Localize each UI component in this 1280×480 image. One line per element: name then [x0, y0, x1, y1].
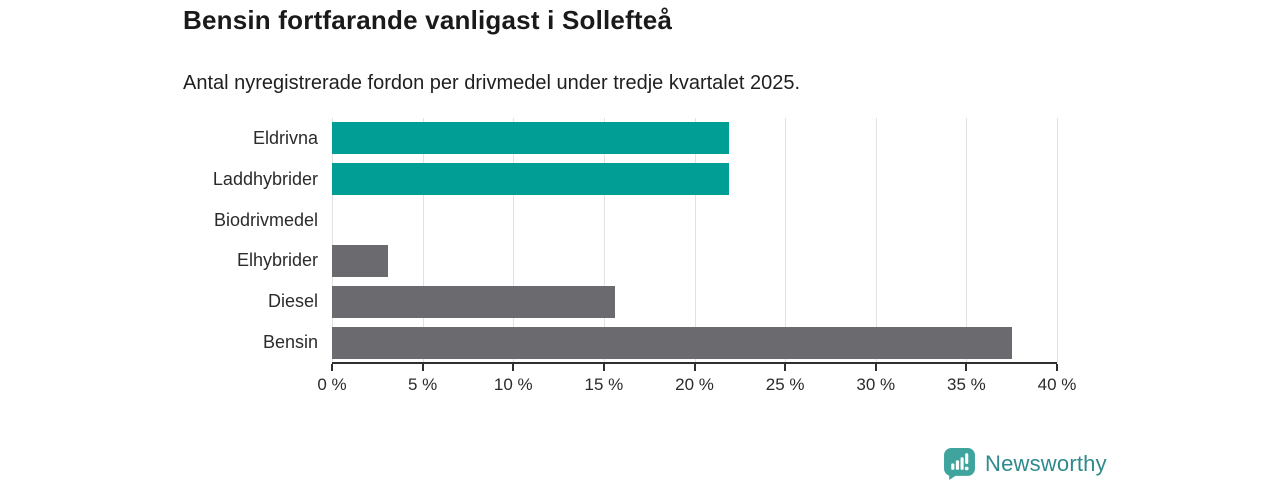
axis-tick — [421, 364, 424, 371]
plot-area — [332, 118, 1058, 363]
bar-elhybrider — [332, 244, 389, 277]
axis-tick — [874, 364, 877, 371]
category-label-laddhybrider: Laddhybrider — [212, 168, 318, 189]
axis-tick — [693, 364, 696, 371]
bar-row-biodrivmedel — [332, 200, 1057, 241]
axis-tick — [1056, 364, 1058, 371]
gridline — [785, 118, 787, 363]
bar-laddhybrider — [332, 163, 729, 196]
y-axis-labels: Eldrivna Laddhybrider Biodrivmedel Elhybrid… — [0, 118, 318, 363]
category-label-diesel: Diesel — [267, 291, 318, 312]
category-label-eldrivna: Eldrivna — [252, 127, 318, 148]
axis-tick — [512, 364, 515, 371]
axis-tick-label: 40 % — [1037, 375, 1077, 394]
axis-tick-label: 20 % — [675, 375, 714, 394]
bar-eldrivna — [332, 122, 729, 155]
gridline — [603, 118, 605, 363]
gridline — [966, 118, 968, 363]
axis-tick — [602, 364, 605, 371]
newsworthy-logo-icon — [944, 448, 975, 480]
gridline — [875, 118, 877, 363]
x-axis: 0 % 5 % 10 % 15 % 20 % 25 % 30 % 35 % 40 % — [317, 362, 1076, 404]
axis-tick — [965, 364, 968, 371]
bar-row-elhybrider — [332, 241, 1057, 282]
gridline — [694, 118, 696, 363]
axis-tick-label: 25 % — [765, 375, 805, 394]
axis-tick-label: 0 % — [317, 375, 347, 394]
brand-footer: Newsworthy — [943, 447, 1107, 480]
category-label-elhybrider: Elhybrider — [236, 250, 318, 271]
bar-row-bensin — [332, 322, 1057, 363]
axis-tick-label: 10 % — [493, 375, 533, 394]
gridline — [513, 118, 515, 363]
gridline — [422, 118, 424, 363]
gridline — [332, 118, 333, 363]
bar-bensin — [332, 326, 1012, 359]
bar-row-eldrivna — [332, 118, 1057, 159]
chart-subtitle: Antal nyregistrerade fordon per drivmede… — [183, 72, 801, 94]
axis-tick-label: 30 % — [856, 375, 896, 394]
brand-name: Newsworthy — [985, 450, 1107, 476]
category-label-biodrivmedel: Biodrivmedel — [213, 209, 318, 230]
axis-tick-label: 15 % — [584, 375, 624, 394]
axis-tick — [331, 364, 333, 371]
bar-row-diesel — [332, 281, 1057, 322]
axis-tick — [784, 364, 787, 371]
chart-title: Bensin fortfarande vanligast i Sollefteå — [183, 5, 673, 35]
axis-tick-label: 35 % — [947, 375, 986, 394]
bar-diesel — [332, 285, 615, 318]
category-label-bensin: Bensin — [262, 332, 318, 353]
bar-row-laddhybrider — [332, 159, 1057, 200]
axis-tick-label: 5 % — [407, 375, 438, 394]
gridline — [1057, 118, 1058, 363]
